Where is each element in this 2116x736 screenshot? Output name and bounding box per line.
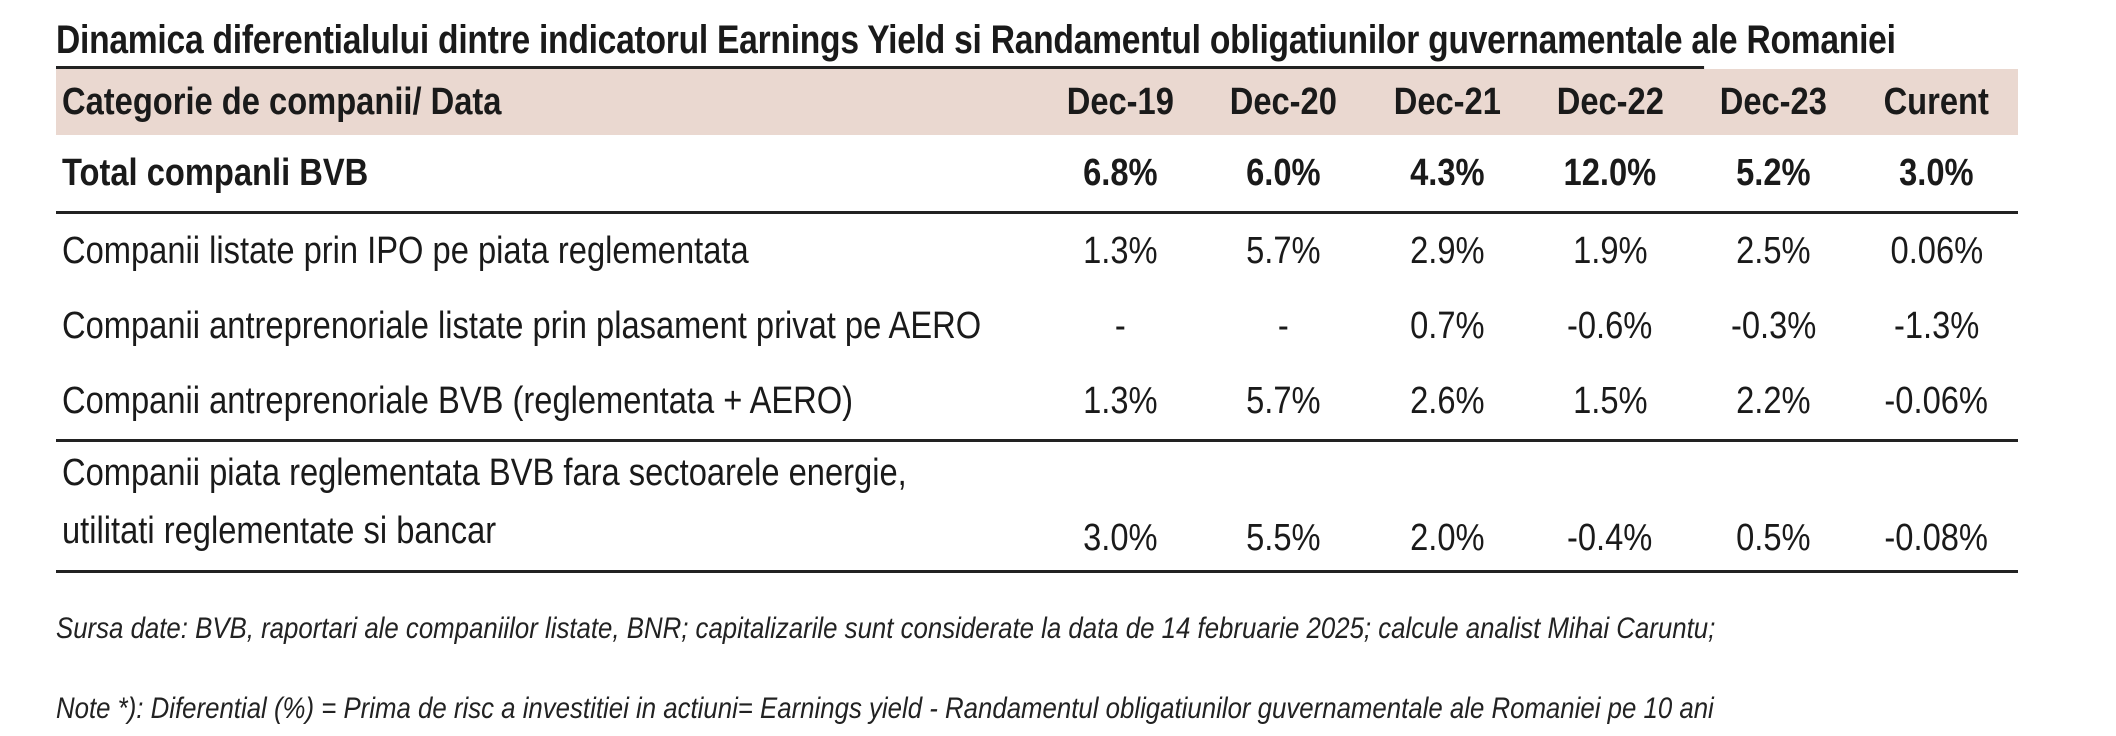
table-row-ipo: Companii listate prin IPO pe piata regle… bbox=[56, 213, 2018, 290]
cell-value: 2.0% bbox=[1365, 440, 1529, 573]
cell-value: -0.06% bbox=[1854, 364, 2018, 442]
cell-value: -0.4% bbox=[1528, 440, 1692, 573]
cell-value: 1.3% bbox=[1083, 230, 1158, 272]
header-dec-21: Dec-21 bbox=[1365, 69, 1529, 135]
table-row-aero: Companii antreprenoriale listate prin pl… bbox=[56, 289, 2018, 364]
cell-value: 5.5% bbox=[1202, 440, 1366, 573]
header-curent: Curent bbox=[1854, 69, 2018, 135]
cell-value: 12.0% bbox=[1528, 135, 1692, 214]
formula-note: Note *): Diferential (%) = Prima de risc… bbox=[56, 692, 1714, 725]
cell-value: -0.6% bbox=[1567, 305, 1653, 347]
table-container: Dinamica diferentialului dintre indicato… bbox=[56, 14, 2018, 725]
header-dec-19: Dec-19 bbox=[1039, 69, 1203, 135]
row-label-line-1: Companii piata reglementata BVB fara sec… bbox=[62, 452, 907, 494]
cell-value: 6.0% bbox=[1202, 135, 1366, 214]
cell-value: 1.5% bbox=[1528, 364, 1692, 442]
cell-value: - bbox=[1115, 305, 1127, 347]
row-label-line-2: utilitati reglementate si bancar bbox=[62, 510, 497, 552]
cell-value: 0.5% bbox=[1691, 440, 1855, 573]
header-dec-20: Dec-20 bbox=[1202, 69, 1366, 135]
cell-value: 2.6% bbox=[1365, 364, 1529, 442]
cell-value: 3.0% bbox=[1039, 440, 1203, 573]
cell-value: -0.08% bbox=[1854, 440, 2018, 573]
cell-value: - bbox=[1278, 305, 1290, 347]
table-title: Dinamica diferentialului dintre indicato… bbox=[56, 14, 1896, 69]
cell-value: 1.3% bbox=[1039, 364, 1203, 442]
cell-value: 2.9% bbox=[1409, 230, 1485, 272]
row-label: Companii listate prin IPO pe piata regle… bbox=[62, 230, 749, 272]
cell-value: 1.9% bbox=[1572, 230, 1648, 272]
cell-value: 6.8% bbox=[1039, 135, 1203, 214]
row-label: Companii antreprenoriale BVB (reglementa… bbox=[56, 364, 1039, 442]
cell-value: 5.7% bbox=[1246, 230, 1321, 272]
cell-value: 0.06% bbox=[1890, 230, 1983, 272]
cell-value: 3.0% bbox=[1854, 135, 2018, 214]
cell-value: 0.7% bbox=[1409, 305, 1485, 347]
cell-value: 5.7% bbox=[1202, 364, 1366, 442]
header-category: Categorie de companii/ Data bbox=[56, 69, 1039, 135]
table-row-antreprenoriale: Companii antreprenoriale BVB (reglementa… bbox=[56, 364, 2018, 442]
cell-value: -0.3% bbox=[1730, 305, 1816, 347]
header-dec-23: Dec-23 bbox=[1691, 69, 1855, 135]
cell-value: 5.2% bbox=[1691, 135, 1855, 214]
cell-value: 2.2% bbox=[1691, 364, 1855, 442]
row-label: Companii antreprenoriale listate prin pl… bbox=[62, 305, 982, 347]
row-label: Companii piata reglementata BVB fara sec… bbox=[56, 440, 1039, 573]
cell-value: 4.3% bbox=[1365, 135, 1529, 214]
table-row-total: Total companli BVB 6.8% 6.0% 4.3% 12.0% … bbox=[56, 135, 2018, 214]
header-dec-22: Dec-22 bbox=[1528, 69, 1692, 135]
cell-value: -1.3% bbox=[1893, 305, 1980, 347]
cell-value: 2.5% bbox=[1735, 230, 1811, 272]
source-note: Sursa date: BVB, raportari ale companiil… bbox=[56, 612, 1716, 645]
row-label: Total companli BVB bbox=[56, 135, 1039, 214]
table-row-fara-energie: Companii piata reglementata BVB fara sec… bbox=[56, 440, 2018, 573]
header-row: Categorie de companii/ Data Dec-19 Dec-2… bbox=[56, 69, 2018, 135]
differential-table: Categorie de companii/ Data Dec-19 Dec-2… bbox=[56, 69, 2018, 573]
